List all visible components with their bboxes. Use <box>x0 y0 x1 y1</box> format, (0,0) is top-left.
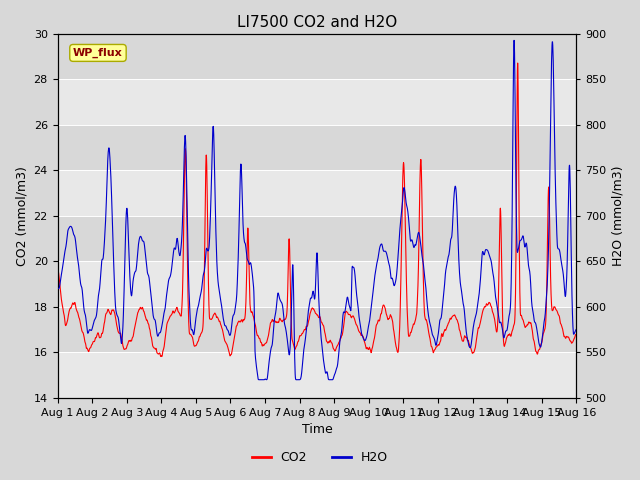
Bar <box>58 125 576 170</box>
Bar <box>58 170 576 216</box>
Y-axis label: H2O (mmol/m3): H2O (mmol/m3) <box>612 166 625 266</box>
X-axis label: Time: Time <box>301 423 332 436</box>
Bar <box>58 216 576 262</box>
Bar <box>58 80 576 125</box>
Bar <box>58 262 576 307</box>
Legend: CO2, H2O: CO2, H2O <box>247 446 393 469</box>
Title: LI7500 CO2 and H2O: LI7500 CO2 and H2O <box>237 15 397 30</box>
Bar <box>58 34 576 80</box>
Bar <box>58 307 576 352</box>
Text: WP_flux: WP_flux <box>73 48 123 58</box>
Y-axis label: CO2 (mmol/m3): CO2 (mmol/m3) <box>15 166 28 266</box>
Bar <box>58 352 576 398</box>
